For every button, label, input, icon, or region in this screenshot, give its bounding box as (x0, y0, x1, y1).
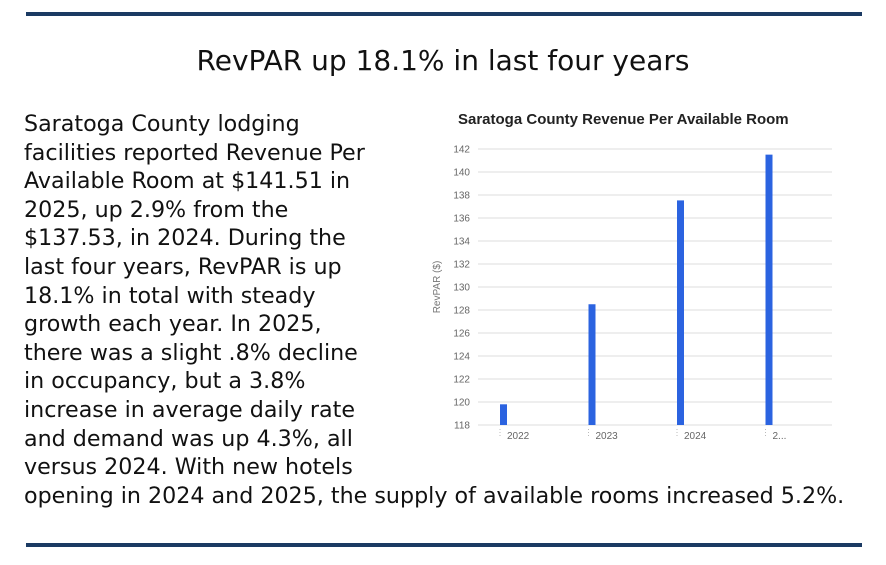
x-tick-label: 2024 (684, 431, 707, 442)
y-tick-label: 128 (453, 306, 470, 317)
y-tick-label: 132 (453, 260, 470, 271)
revpar-bar-chart: 118 120 122 124 126 128 130 132 134 136 138 140 142 R… (432, 145, 832, 442)
bottom-rule (26, 543, 862, 547)
y-tick-label: 142 (453, 145, 470, 156)
chart-title: Saratoga County Revenue Per Available Ro… (458, 111, 789, 128)
y-tick-label: 138 (453, 191, 470, 202)
y-tick-label: 140 (453, 168, 470, 179)
bar-3 (765, 154, 773, 425)
article-paragraph: Saratoga County lodging facilities repor… (24, 111, 365, 481)
y-tick-label: 122 (453, 375, 470, 386)
y-tick-label: 136 (453, 214, 470, 225)
y-tick-label: 130 (453, 283, 470, 294)
y-tick-label: 124 (453, 352, 470, 363)
x-tick-label: 2023 (596, 431, 619, 442)
article-text: Saratoga County lodging facilities repor… (24, 110, 844, 510)
x-tick-label: 2... (773, 431, 787, 442)
bar-2 (677, 200, 684, 425)
bar-1 (588, 304, 596, 425)
top-rule (26, 12, 862, 16)
y-tick-label: 120 (453, 398, 470, 409)
bar-0 (500, 404, 507, 425)
headline: RevPAR up 18.1% in last four years (196, 44, 690, 77)
y-tick-label: 126 (453, 329, 470, 340)
x-tick-label: 2022 (507, 431, 530, 442)
y-axis-label: RevPAR ($) (432, 261, 443, 314)
y-tick-label: 118 (454, 421, 470, 432)
article-paragraph-continuation: opening in 2024 and 2025, the supply of … (24, 482, 845, 509)
y-tick-label: 134 (453, 237, 470, 248)
